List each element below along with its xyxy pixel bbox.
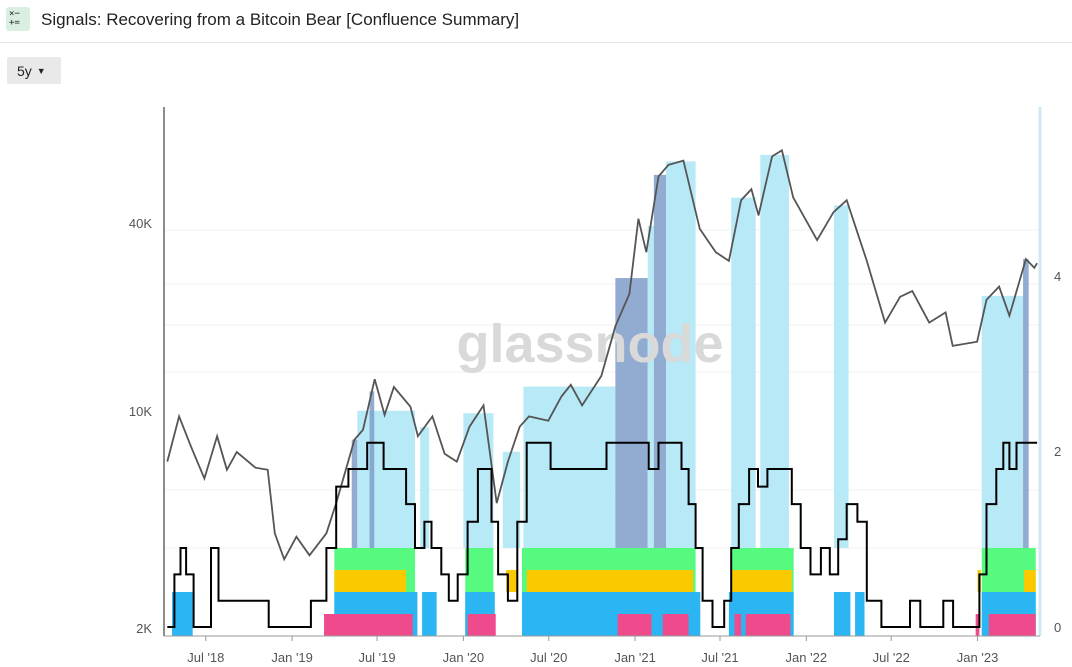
- signal-band: [760, 154, 789, 548]
- x-tick-label: Jan '22: [786, 650, 828, 665]
- caret-down-icon: ▼: [36, 65, 46, 76]
- page-title: Signals: Recovering from a Bitcoin Bear …: [41, 10, 520, 29]
- signal-band: [1023, 259, 1029, 548]
- signal-pink-segment: [467, 614, 496, 636]
- signal-yellow-segment: [526, 570, 694, 592]
- right-tick-label: 4: [1054, 269, 1061, 284]
- left-tick-label: 40K: [129, 216, 152, 231]
- signal-band: [369, 391, 375, 548]
- left-axis-ticks: 2K 10K 40K: [129, 216, 152, 636]
- x-tick-label: Jan '23: [957, 650, 999, 665]
- x-tick-label: Jan '20: [443, 650, 485, 665]
- signal-pink-segment: [617, 614, 652, 636]
- signal-band: [981, 295, 1024, 548]
- right-tick-label: 0: [1054, 620, 1061, 635]
- signal-band: [731, 197, 756, 549]
- signal-yellow-segment: [334, 570, 407, 592]
- right-axis-ticks: 0 2 4: [1054, 269, 1061, 635]
- calculator-icon: ×− +=: [6, 7, 30, 31]
- watermark: glassnode: [456, 314, 723, 374]
- signal-yellow-segment: [731, 570, 792, 592]
- header-bar: ×− += Signals: Recovering from a Bitcoin …: [0, 0, 1072, 43]
- x-tick-label: Jul '18: [187, 650, 224, 665]
- signal-pink-segment: [662, 614, 689, 636]
- signal-pink-segment: [734, 614, 742, 636]
- signal-pink-segment: [745, 614, 791, 636]
- x-axis-ticks: Jul '18 Jan '19 Jul '19 Jan '20 Jul '20 Jan '…: [187, 636, 998, 665]
- signal-band: [833, 205, 849, 548]
- signal-band: [502, 451, 521, 548]
- signal-band: [653, 174, 667, 548]
- score-line: [167, 441, 1038, 628]
- x-tick-label: Jul '22: [873, 650, 910, 665]
- signal-blue-segment: [855, 592, 865, 636]
- right-tick-label: 2: [1054, 444, 1061, 459]
- left-tick-label: 10K: [129, 404, 152, 419]
- signal-pink-segment: [324, 614, 413, 636]
- x-tick-label: Jan '19: [271, 650, 313, 665]
- signal-rows: [172, 548, 1036, 636]
- signal-band: [420, 427, 430, 548]
- time-range-dropdown[interactable]: 5y ▼: [7, 57, 61, 84]
- x-tick-label: Jul '21: [701, 650, 738, 665]
- price-line: [166, 148, 1038, 562]
- x-tick-label: Jul '19: [358, 650, 395, 665]
- x-tick-label: Jan '21: [614, 650, 656, 665]
- signal-band: [523, 386, 616, 548]
- left-tick-label: 2K: [136, 621, 152, 636]
- signal-pink-segment: [975, 614, 980, 636]
- signal-pink-segment: [988, 614, 1036, 636]
- time-range-label: 5y: [17, 62, 32, 79]
- signal-band: [351, 439, 358, 548]
- signal-blue-segment: [172, 592, 193, 636]
- signal-yellow-segment: [506, 570, 518, 592]
- signal-blue-segment: [422, 592, 437, 636]
- signal-blue-segment: [833, 592, 851, 636]
- signal-yellow-segment: [1023, 570, 1036, 592]
- x-tick-label: Jul '20: [530, 650, 567, 665]
- signal-band: [666, 161, 696, 548]
- signal-band: [615, 278, 648, 548]
- signal-band: [647, 225, 654, 548]
